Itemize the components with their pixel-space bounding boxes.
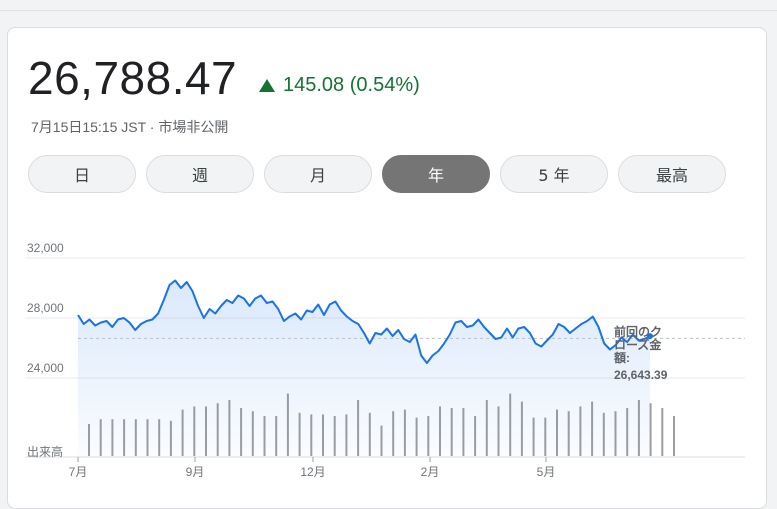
price-line bbox=[77, 279, 651, 364]
prev-close-label: ローズ金 bbox=[614, 337, 662, 352]
market-timestamp: 7月15日15:15 JST · 市場非公開 bbox=[31, 119, 229, 135]
arrow-up-icon bbox=[259, 79, 275, 92]
price-area bbox=[78, 280, 650, 457]
range-max-button[interactable]: 最高 bbox=[618, 155, 726, 193]
range-selector: 日週月年 5 年最高 bbox=[28, 155, 726, 193]
volume-label: 出来高 bbox=[27, 444, 63, 459]
prev-close-label: 額: bbox=[613, 350, 630, 365]
volume-bar bbox=[661, 408, 664, 456]
range-day-button[interactable]: 日 bbox=[28, 155, 136, 193]
y-tick-label: 32,000 bbox=[27, 241, 64, 255]
x-tick-label: 9月 bbox=[186, 465, 205, 479]
prev-close-label: 前回のク bbox=[614, 324, 662, 339]
x-tick-label: 5月 bbox=[537, 465, 556, 479]
price-change-value: 145.08 (0.54%) bbox=[283, 74, 420, 96]
y-tick-label: 24,000 bbox=[27, 361, 64, 375]
price-end-point bbox=[647, 333, 653, 340]
x-tick-label: 12月 bbox=[300, 465, 325, 479]
range-week-button[interactable]: 週 bbox=[146, 155, 254, 193]
range-month-button[interactable]: 月 bbox=[264, 155, 372, 193]
range-5year-button[interactable]: 5 年 bbox=[500, 155, 608, 193]
x-tick-label: 7月 bbox=[69, 465, 88, 479]
top-bar bbox=[0, 0, 777, 11]
volume-bar bbox=[649, 403, 652, 456]
y-tick-label: 28,000 bbox=[27, 301, 64, 315]
price-change: 145.08 (0.54%) bbox=[259, 74, 420, 97]
current-price: 26,788.47 bbox=[28, 52, 238, 104]
range-year-button[interactable]: 年 bbox=[382, 155, 490, 193]
x-tick-label: 2月 bbox=[421, 465, 440, 479]
prev-close-value: 26,643.39 bbox=[614, 368, 668, 382]
volume-bar bbox=[673, 416, 675, 456]
